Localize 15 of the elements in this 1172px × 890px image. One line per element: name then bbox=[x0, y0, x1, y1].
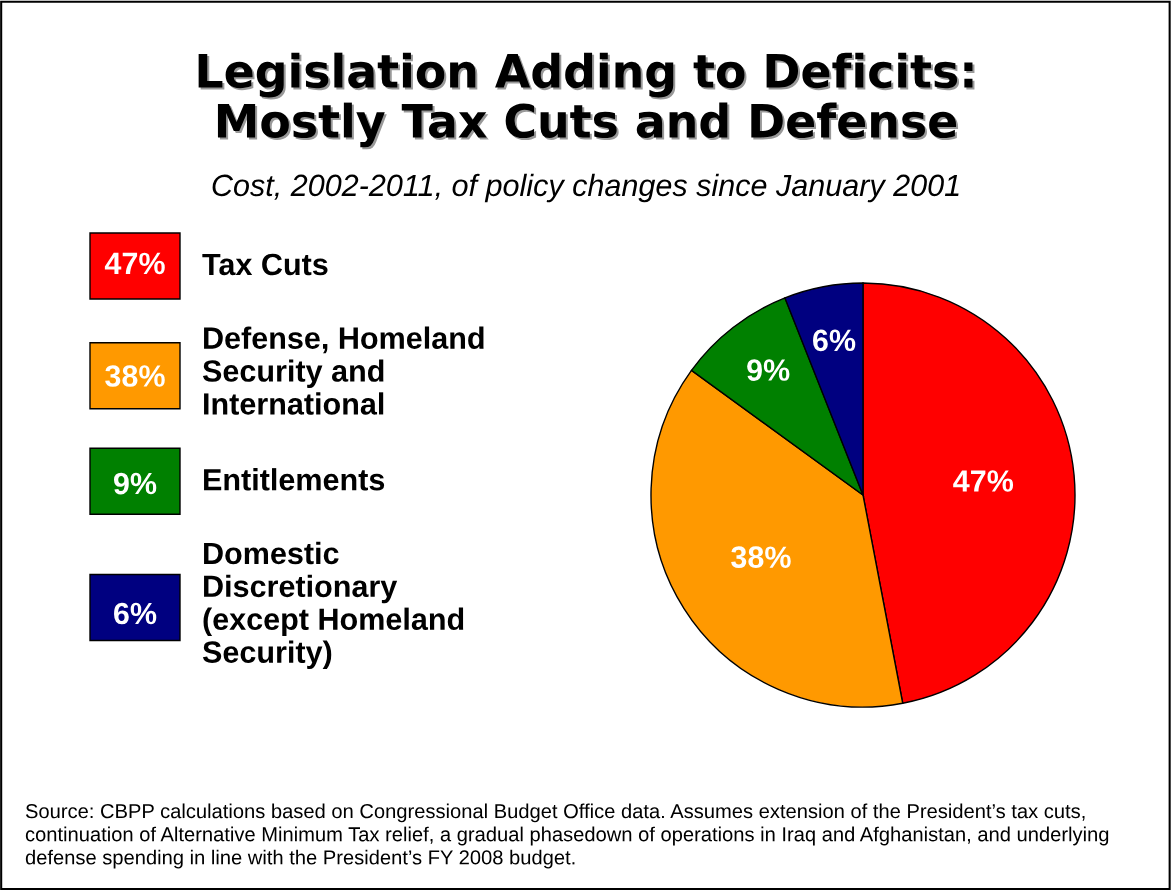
data-label: 6% bbox=[813, 329, 856, 352]
text: 6% bbox=[114, 602, 157, 625]
data-label: 38% bbox=[731, 546, 791, 568]
source-note: Source: CBPP calculations based on Congressional Budget Office data. Assumes extension of the President’s tax cuts, continuation of Alternative Minimum Tax relief, a gradual phasedown of operations in Iraq and Afghanistan, and underlying defense spending in line with the President’s FY 2008 budget. bbox=[25, 803, 1109, 869]
chart-title: Legislation Adding to Deficits: Mostly Tax Cuts and Defense bbox=[200, 54, 975, 150]
legend-label: Domestic Discretionary (except Homeland Security) bbox=[202, 541, 464, 669]
text: 38% bbox=[105, 365, 165, 387]
legend-label: Tax Cuts bbox=[202, 253, 328, 276]
data-label: 47% bbox=[953, 470, 1014, 492]
chart-subtitle: Cost, 2002-2011, of policy changes since January 2001 bbox=[212, 173, 959, 203]
legend-label: Entitlements bbox=[204, 468, 385, 491]
data-label: 9% bbox=[747, 359, 790, 381]
legend-label: Defense, Homeland Security and International bbox=[202, 326, 484, 415]
text: 9% bbox=[113, 472, 157, 495]
text: 47% bbox=[104, 252, 165, 275]
